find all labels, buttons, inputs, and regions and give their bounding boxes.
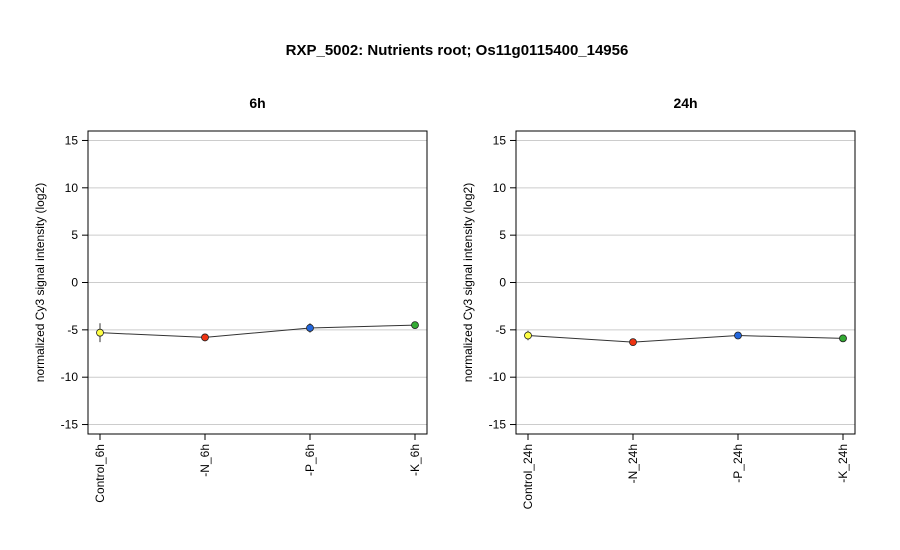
y-tick-label: -15	[61, 418, 79, 432]
x-tick-label: -K_24h	[836, 444, 850, 483]
data-point	[734, 331, 742, 340]
y-tick-label: 10	[493, 181, 507, 195]
x-tick-label: Control_6h	[93, 444, 107, 503]
series-line	[99, 324, 416, 338]
y-axis-label: normalized Cy3 signal intensity (log2)	[33, 183, 47, 382]
y-tick-label: 0	[71, 276, 78, 290]
y-tick-label: 5	[71, 228, 78, 242]
y-tick-label: 15	[493, 133, 507, 147]
series-line	[527, 335, 844, 343]
x-tick-label: -K_6h	[408, 444, 422, 476]
x-tick-label: -N_24h	[626, 444, 640, 483]
data-point	[306, 324, 314, 332]
data-point	[839, 334, 847, 343]
y-tick-label: -15	[489, 418, 507, 432]
y-tick-label: -10	[61, 370, 79, 384]
data-point	[201, 333, 209, 342]
y-axis-label: normalized Cy3 signal intensity (log2)	[461, 183, 475, 382]
chart-panels: 6h -15 -10 -5 0 5 10 15 normalized Cy3 signal in…	[33, 95, 856, 509]
data-point	[411, 321, 419, 330]
x-tick-label: -N_6h	[198, 444, 212, 477]
y-tick-label: 0	[499, 276, 506, 290]
x-tick-label: -P_24h	[731, 444, 745, 483]
chart-panel-1: 6h -15 -10 -5 0 5 10 15 normalized Cy3 signal in…	[33, 95, 428, 503]
panel-title: 24h	[673, 95, 697, 111]
panel-title: 6h	[249, 95, 265, 111]
data-point	[524, 331, 532, 340]
y-tick-label: -10	[489, 370, 507, 384]
y-tick-label: -5	[495, 323, 506, 337]
y-tick-label: 5	[499, 228, 506, 242]
x-tick-label: -P_6h	[303, 444, 317, 476]
figure-title: RXP_5002: Nutrients root; Os11g0115400_1…	[286, 42, 629, 59]
x-tick-label: Control_24h	[521, 444, 535, 509]
y-tick-label: 10	[65, 181, 79, 195]
chart-panel-2: 24h -15 -10 -5 0 5 10 15 normalized Cy3 signal i…	[461, 95, 856, 509]
data-point	[96, 328, 104, 337]
y-tick-label: 15	[65, 133, 79, 147]
y-tick-label: -5	[67, 323, 78, 337]
data-point	[629, 338, 637, 347]
